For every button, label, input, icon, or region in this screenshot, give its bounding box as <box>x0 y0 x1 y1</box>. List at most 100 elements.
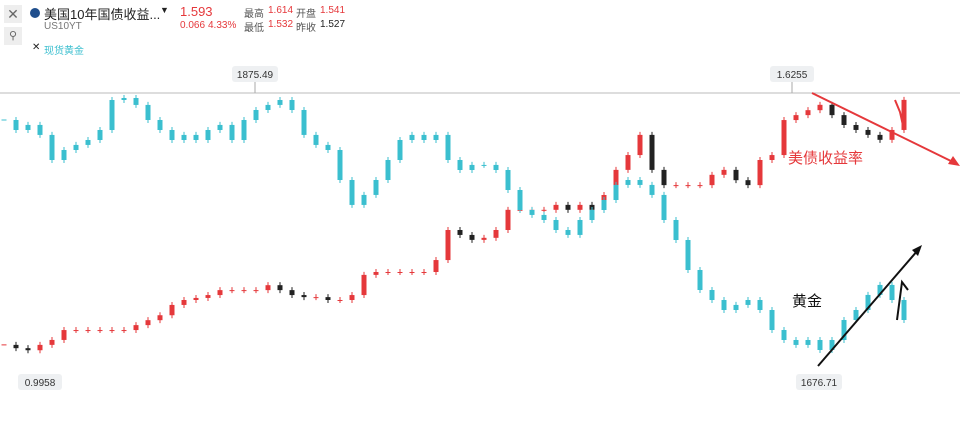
candle <box>121 330 127 332</box>
candle <box>853 125 859 130</box>
candle <box>397 140 403 160</box>
stat-label: 最高 <box>244 9 264 20</box>
candle <box>889 284 895 300</box>
candle <box>541 214 547 220</box>
candle <box>181 300 187 305</box>
candle <box>265 285 271 291</box>
candle <box>877 284 883 295</box>
candle <box>205 130 211 140</box>
candle <box>457 230 463 235</box>
candle <box>793 340 799 345</box>
candle <box>709 174 715 186</box>
candle <box>25 124 31 130</box>
candle <box>13 120 19 130</box>
candle <box>445 134 451 160</box>
symbol-title[interactable]: 美国10年国债收益... <box>44 7 161 22</box>
candle <box>301 110 307 135</box>
stat-value: 1.541 <box>320 5 346 16</box>
candle <box>469 234 475 240</box>
min-label: 1676.71 <box>801 378 838 389</box>
candle <box>217 124 223 130</box>
symbol-code: US10YT <box>44 21 82 32</box>
candle <box>433 260 439 272</box>
candle <box>553 220 559 230</box>
candle <box>901 99 907 130</box>
change: 0.066 <box>180 20 206 31</box>
candle <box>805 110 811 116</box>
candle <box>781 120 787 156</box>
candle <box>733 304 739 310</box>
dropdown[interactable]: ▼ <box>160 5 169 15</box>
candle <box>445 230 451 261</box>
candle <box>49 339 55 345</box>
candle <box>313 297 319 299</box>
candle <box>97 330 103 332</box>
stat-label: 开盘 <box>296 9 316 20</box>
label-box <box>232 66 278 82</box>
candle <box>901 300 907 320</box>
candle <box>49 134 55 160</box>
candle <box>193 297 199 300</box>
label-box <box>770 66 814 82</box>
candle <box>853 310 859 320</box>
close-button[interactable]: ✕ <box>4 5 22 23</box>
candle <box>481 237 487 240</box>
candle <box>649 134 655 170</box>
candle <box>337 150 343 180</box>
candle <box>1 119 7 121</box>
flag-icon <box>30 8 40 18</box>
candle <box>157 120 163 130</box>
trend-arrow <box>896 279 909 321</box>
candle <box>421 272 427 273</box>
candle <box>505 209 511 230</box>
candle <box>145 104 151 120</box>
arrow-head <box>912 245 922 256</box>
tool-button[interactable]: ⚲ <box>4 27 22 45</box>
price: 1.593 <box>180 4 213 19</box>
trend-arrow <box>894 99 905 131</box>
candle <box>229 290 235 292</box>
candle <box>229 124 235 140</box>
candle <box>337 300 343 301</box>
candle <box>313 134 319 145</box>
candle <box>361 274 367 296</box>
candle <box>577 220 583 235</box>
candle <box>361 194 367 205</box>
label-box <box>796 374 842 390</box>
trend-arrow <box>817 249 919 367</box>
candle <box>253 290 259 292</box>
candle <box>409 134 415 140</box>
candle <box>349 295 355 300</box>
candle <box>13 344 19 349</box>
candle <box>109 100 115 130</box>
candle <box>649 184 655 195</box>
candle <box>805 340 811 345</box>
candle <box>157 315 163 321</box>
candle <box>697 185 703 187</box>
candle <box>685 240 691 270</box>
candle <box>613 184 619 200</box>
remove-compare[interactable]: ✕ <box>32 42 41 53</box>
candle <box>217 290 223 296</box>
candle <box>553 204 559 210</box>
stat-label: 最低 <box>244 23 264 34</box>
stat-label: 昨收 <box>296 23 316 34</box>
stat-value: 1.532 <box>268 19 294 30</box>
candle <box>793 115 799 121</box>
candle <box>373 180 379 195</box>
candle <box>529 210 535 215</box>
candle <box>433 134 439 140</box>
candle <box>733 169 739 181</box>
candle <box>97 130 103 140</box>
candle <box>637 134 643 156</box>
candle <box>517 190 523 210</box>
candle <box>277 100 283 105</box>
candle <box>769 310 775 330</box>
candle <box>373 272 379 275</box>
candle <box>673 185 679 187</box>
candle <box>73 330 79 332</box>
candle <box>325 297 331 300</box>
candle <box>301 295 307 298</box>
